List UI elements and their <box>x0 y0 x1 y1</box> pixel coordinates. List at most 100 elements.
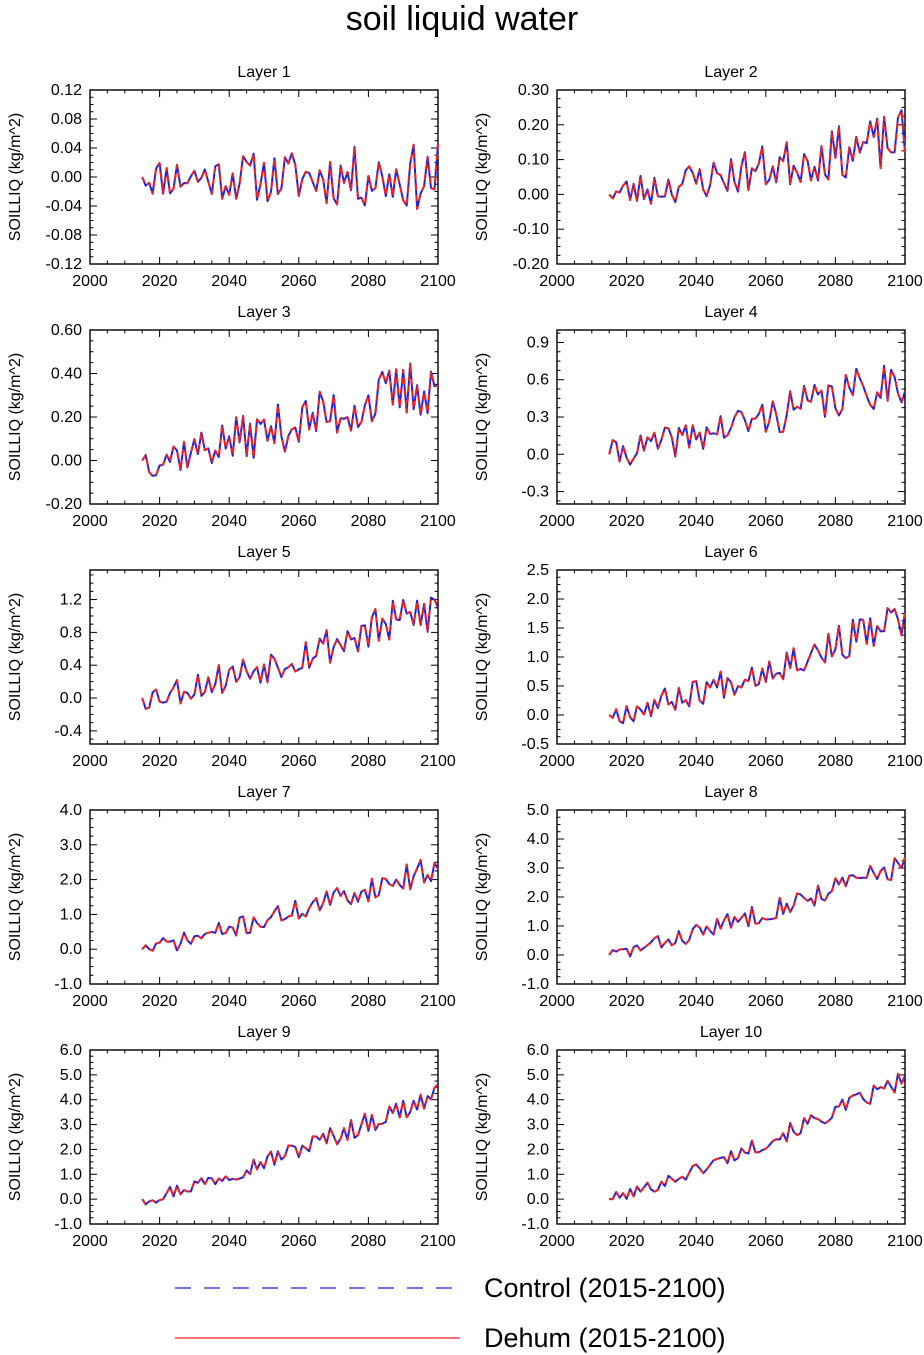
legend: Control (2015-2100) Dehum (2015-2100) <box>175 1273 726 1353</box>
y-tick-label: -0.08 <box>46 227 83 244</box>
legend-control-label: Control (2015-2100) <box>484 1273 726 1303</box>
plot-frame <box>556 569 906 745</box>
y-tick-label: 4.0 <box>527 1092 549 1109</box>
x-tick-label: 2080 <box>351 513 387 530</box>
plot-frame <box>556 329 906 505</box>
series-control-line <box>608 856 906 958</box>
y-tick-label: -0.4 <box>54 723 82 740</box>
x-tick-label: 2080 <box>818 1233 854 1250</box>
y-tick-label: 0.4 <box>60 657 82 674</box>
y-tick-label: 3.0 <box>60 1117 82 1134</box>
y-tick-label: 0.0 <box>527 947 549 964</box>
x-tick-label: 2060 <box>281 993 317 1010</box>
x-tick-label: 2060 <box>281 513 317 530</box>
x-tick-label: 2060 <box>748 273 784 290</box>
y-tick-label: 1.0 <box>60 906 82 923</box>
x-tick-label: 2080 <box>818 993 854 1010</box>
series-control-line <box>141 596 439 710</box>
y-tick-label: 0.40 <box>51 366 82 383</box>
x-tick-label: 2040 <box>678 1233 714 1250</box>
x-tick-label: 2040 <box>678 273 714 290</box>
x-tick-label: 2000 <box>72 1233 108 1250</box>
x-tick-label: 2060 <box>748 753 784 770</box>
y-axis-label: SOILLIQ (kg/m^2) <box>474 353 491 481</box>
series-dehum-line <box>141 858 439 952</box>
panel-title: Layer 2 <box>704 64 757 81</box>
x-tick-label: 2100 <box>887 1233 923 1250</box>
y-tick-label: 0.9 <box>527 334 549 351</box>
y-tick-label: 2.0 <box>60 872 82 889</box>
y-tick-label: 2.5 <box>527 562 549 579</box>
y-tick-label: -0.20 <box>513 256 550 273</box>
panel-title: Layer 7 <box>237 784 290 801</box>
x-tick-label: 2040 <box>211 273 247 290</box>
y-tick-label: 1.0 <box>527 649 549 666</box>
y-tick-label: 1.0 <box>527 1166 549 1183</box>
y-tick-label: 6.0 <box>60 1042 82 1059</box>
y-tick-label: 0.5 <box>527 678 549 695</box>
x-tick-label: 2080 <box>818 513 854 530</box>
y-tick-label: 0.0 <box>60 690 82 707</box>
x-tick-label: 2000 <box>72 753 108 770</box>
y-tick-label: 0.0 <box>527 446 549 463</box>
y-tick-label: 0.30 <box>518 82 549 99</box>
y-tick-label: -1.0 <box>54 976 82 993</box>
y-tick-label: -0.5 <box>521 736 549 753</box>
y-axis-label: SOILLIQ (kg/m^2) <box>7 593 24 721</box>
y-tick-label: 0.6 <box>527 372 549 389</box>
y-tick-label: 1.0 <box>527 918 549 935</box>
y-axis-label: SOILLIQ (kg/m^2) <box>7 1073 24 1201</box>
y-tick-label: 0.0 <box>527 707 549 724</box>
panel-layer-8: Layer 8 2000 2020 2040 2060 2080 2100 -1.0 0.0 1.… <box>474 784 923 1010</box>
series-control-line <box>141 1083 439 1206</box>
panel-title: Layer 8 <box>704 784 757 801</box>
y-axis-label: SOILLIQ (kg/m^2) <box>474 593 491 721</box>
y-tick-label: 0.00 <box>51 169 82 186</box>
x-tick-label: 2060 <box>748 513 784 530</box>
series-control-line <box>608 364 906 466</box>
series-dehum-line <box>141 362 439 477</box>
y-tick-label: 1.0 <box>60 1166 82 1183</box>
series-control-line <box>608 607 906 725</box>
x-tick-label: 2020 <box>609 993 645 1010</box>
x-tick-label: 2080 <box>351 273 387 290</box>
x-tick-label: 2020 <box>142 273 178 290</box>
plot-frame <box>556 89 906 265</box>
series-control-line <box>141 362 439 477</box>
series-dehum-line <box>608 109 906 205</box>
y-axis-label: SOILLIQ (kg/m^2) <box>7 833 24 961</box>
x-tick-label: 2100 <box>420 753 456 770</box>
panel-title: Layer 6 <box>704 544 757 561</box>
y-axis-label: SOILLIQ (kg/m^2) <box>7 113 24 241</box>
x-tick-label: 2060 <box>281 1233 317 1250</box>
y-tick-label: 1.2 <box>60 592 82 609</box>
x-tick-label: 2020 <box>142 993 178 1010</box>
plot-frame <box>556 1049 906 1225</box>
y-tick-label: -1.0 <box>521 976 549 993</box>
y-tick-label: 3.0 <box>527 1117 549 1134</box>
y-axis-label: SOILLIQ (kg/m^2) <box>7 353 24 481</box>
x-tick-label: 2080 <box>351 1233 387 1250</box>
y-tick-label: 4.0 <box>60 802 82 819</box>
x-tick-label: 2040 <box>211 753 247 770</box>
panel-title: Layer 1 <box>237 64 290 81</box>
x-tick-label: 2000 <box>539 993 575 1010</box>
y-tick-label: 5.0 <box>527 1067 549 1084</box>
x-tick-label: 2040 <box>678 993 714 1010</box>
plot-frame <box>556 809 906 985</box>
panels: Layer 1 2000 2020 2040 2060 2080 2100 -0.12 -0.0… <box>7 64 923 1250</box>
panel-layer-3: Layer 3 2000 2020 2040 2060 2080 2100 -0.20 0.00… <box>7 304 456 530</box>
panel-title: Layer 4 <box>704 304 757 321</box>
panel-layer-5: Layer 5 2000 2020 2040 2060 2080 2100 -0.4 0.0 0.… <box>7 544 456 770</box>
y-tick-label: -1.0 <box>54 1216 82 1233</box>
panel-layer-4: Layer 4 2000 2020 2040 2060 2080 2100 -0.3 0.0 0.… <box>474 304 923 530</box>
y-tick-label: 0.20 <box>518 117 549 134</box>
y-tick-label: 0.3 <box>527 409 549 426</box>
x-tick-label: 2080 <box>351 993 387 1010</box>
x-tick-label: 2000 <box>539 513 575 530</box>
y-tick-label: 0.00 <box>51 453 82 470</box>
x-tick-label: 2060 <box>281 753 317 770</box>
x-tick-label: 2080 <box>818 753 854 770</box>
y-tick-label: 0.60 <box>51 322 82 339</box>
